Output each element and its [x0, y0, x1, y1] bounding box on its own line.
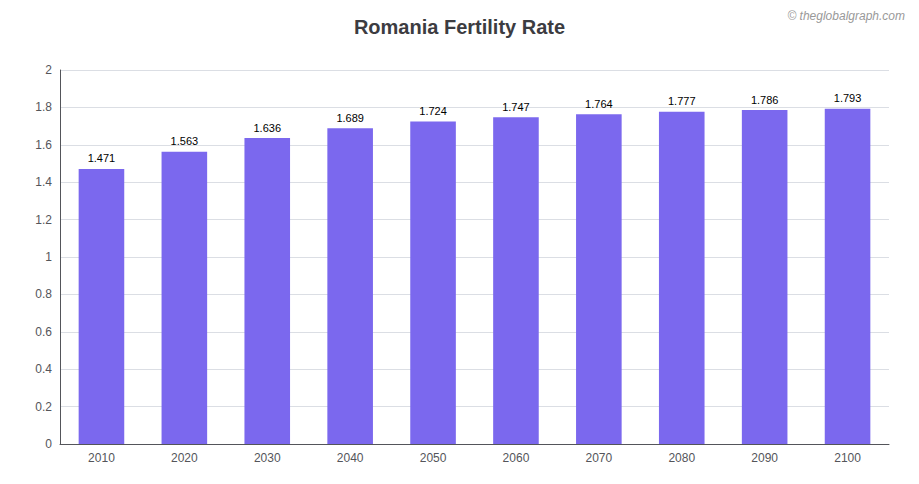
svg-text:1.8: 1.8 — [35, 100, 52, 114]
svg-text:1.2: 1.2 — [35, 213, 52, 227]
svg-text:1.689: 1.689 — [336, 112, 364, 124]
svg-text:2010: 2010 — [88, 451, 115, 465]
svg-text:1: 1 — [45, 250, 52, 264]
svg-text:1.764: 1.764 — [585, 98, 613, 110]
svg-text:1.786: 1.786 — [751, 94, 779, 106]
svg-text:0.4: 0.4 — [35, 362, 52, 376]
svg-text:0.2: 0.2 — [35, 400, 52, 414]
svg-text:2050: 2050 — [420, 451, 447, 465]
svg-text:1.793: 1.793 — [834, 92, 862, 104]
svg-text:1.6: 1.6 — [35, 138, 52, 152]
svg-text:2: 2 — [45, 63, 52, 77]
svg-text:1.4: 1.4 — [35, 175, 52, 189]
svg-text:0: 0 — [45, 437, 52, 451]
svg-text:Romania Fertility Rate: Romania Fertility Rate — [354, 16, 565, 38]
svg-text:1.747: 1.747 — [502, 101, 530, 113]
svg-text:2030: 2030 — [254, 451, 281, 465]
svg-text:0.6: 0.6 — [35, 325, 52, 339]
svg-text:1.777: 1.777 — [668, 95, 696, 107]
svg-text:2060: 2060 — [503, 451, 530, 465]
svg-text:1.724: 1.724 — [419, 105, 447, 117]
svg-text:2100: 2100 — [834, 451, 861, 465]
svg-text:0.8: 0.8 — [35, 287, 52, 301]
svg-text:2070: 2070 — [585, 451, 612, 465]
svg-text:2040: 2040 — [337, 451, 364, 465]
svg-text:© theglobalgraph.com: © theglobalgraph.com — [787, 9, 905, 23]
svg-text:2020: 2020 — [171, 451, 198, 465]
svg-text:1.563: 1.563 — [171, 135, 199, 147]
svg-text:2090: 2090 — [751, 451, 778, 465]
svg-text:1.636: 1.636 — [253, 122, 281, 134]
svg-text:2080: 2080 — [668, 451, 695, 465]
svg-text:1.471: 1.471 — [88, 152, 116, 164]
